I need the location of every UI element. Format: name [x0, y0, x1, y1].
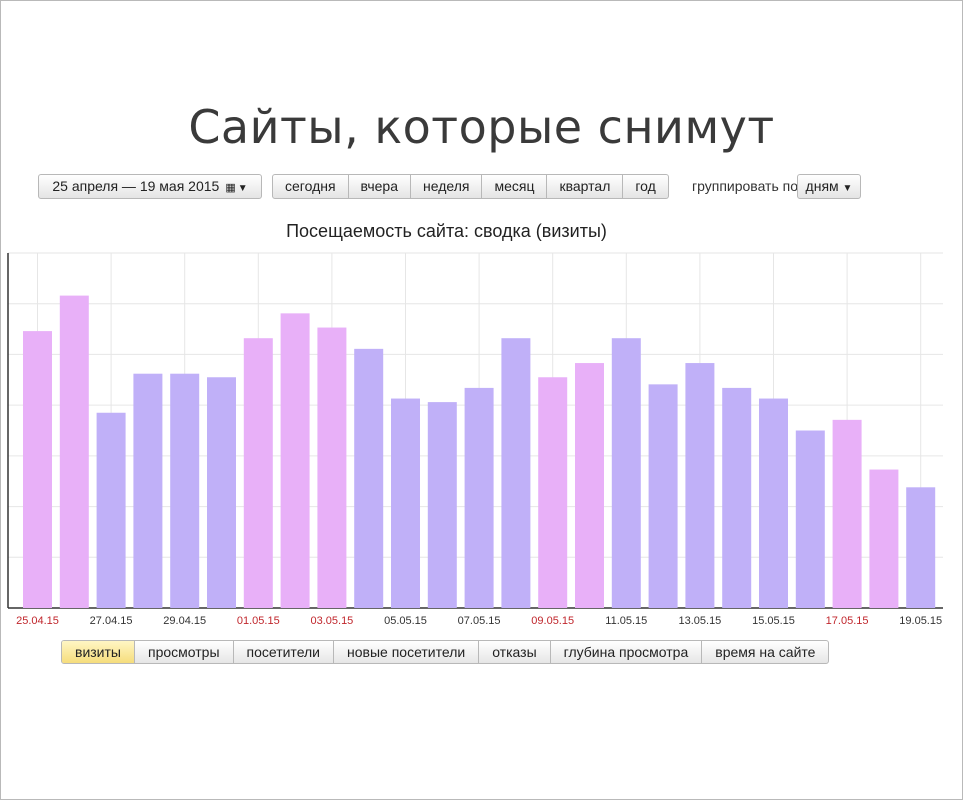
x-tick-label: 05.05.15 [384, 615, 427, 627]
bar-28.04.15[interactable] [133, 373, 163, 608]
period-selector: сегодня вчера неделя месяц квартал год [272, 174, 669, 199]
tab-time-on-site[interactable]: время на сайте [715, 644, 816, 660]
bar-01.05.15[interactable] [243, 338, 273, 608]
bar-02.05.15[interactable] [280, 313, 310, 608]
bar-18.05.15[interactable] [869, 469, 899, 608]
bar-14.05.15[interactable] [722, 387, 752, 608]
period-yesterday-button[interactable]: вчера [349, 175, 412, 198]
visits-bar-chart: 25.04.15 27.04.15 29.04.15 01.05.15 03.05.15… [7, 252, 943, 627]
calendar-icon: ▦ [225, 182, 236, 194]
x-tick-label: 01.05.15 [237, 615, 280, 627]
period-month-button[interactable]: месяц [482, 175, 548, 198]
x-tick-label: 11.05.15 [605, 615, 647, 627]
bar-25.04.15[interactable] [23, 331, 52, 608]
bar-29.04.15[interactable] [170, 373, 200, 608]
x-tick-label: 03.05.15 [310, 615, 353, 627]
x-tick-label: 27.04.15 [90, 615, 133, 627]
chart-title: Посещаемость сайта: сводка (визиты) [286, 221, 607, 241]
bar-04.05.15[interactable] [354, 348, 384, 608]
group-by-select[interactable]: дням ▼ [797, 174, 861, 199]
bar-27.04.15[interactable] [96, 412, 126, 608]
tab-visitors[interactable]: посетители [234, 641, 335, 663]
bar-07.05.15[interactable] [464, 387, 494, 608]
period-today-button[interactable]: сегодня [273, 175, 349, 198]
date-range-label: 25 апреля — 19 мая 2015 [52, 178, 220, 194]
period-week-button[interactable]: неделя [411, 175, 483, 198]
chevron-down-icon: ▼ [842, 183, 853, 194]
bar-10.05.15[interactable] [575, 363, 604, 608]
chevron-down-icon: ▼ [237, 183, 248, 194]
bar-30.04.15[interactable] [207, 377, 236, 608]
period-quarter-button[interactable]: квартал [547, 175, 624, 198]
period-year-button[interactable]: год [635, 178, 656, 194]
x-tick-label: 29.04.15 [163, 615, 206, 627]
bar-03.05.15[interactable] [317, 327, 347, 608]
x-tick-label: 09.05.15 [531, 615, 574, 627]
x-tick-label: 15.05.15 [752, 615, 795, 627]
bar-26.04.15[interactable] [59, 295, 89, 608]
bar-09.05.15[interactable] [538, 377, 568, 608]
bar-08.05.15[interactable] [501, 338, 531, 608]
tab-new-visitors[interactable]: новые посетители [334, 641, 480, 663]
x-tick-label: 25.04.15 [16, 615, 59, 627]
tab-visits[interactable]: визиты [62, 641, 135, 663]
bar-11.05.15[interactable] [611, 338, 641, 608]
bar-19.05.15[interactable] [906, 487, 936, 608]
tab-depth[interactable]: глубина просмотра [551, 641, 703, 663]
tab-bounces[interactable]: отказы [479, 641, 551, 663]
bar-13.05.15[interactable] [685, 363, 715, 608]
x-tick-label: 19.05.15 [899, 615, 942, 627]
bar-12.05.15[interactable] [648, 384, 678, 608]
x-tick-label: 07.05.15 [458, 615, 501, 627]
bar-17.05.15[interactable] [832, 419, 862, 608]
metric-tabs: визиты просмотры посетители новые посети… [61, 640, 830, 664]
tab-pageviews[interactable]: просмотры [135, 641, 234, 663]
bar-15.05.15[interactable] [759, 398, 788, 608]
bar-06.05.15[interactable] [427, 402, 457, 608]
x-tick-label: 17.05.15 [826, 615, 869, 627]
date-range-picker[interactable]: 25 апреля — 19 мая 2015 ▦ ▼ [38, 174, 262, 199]
group-by-label: группировать по [692, 178, 799, 194]
group-by-value: дням [805, 178, 839, 194]
bar-16.05.15[interactable] [795, 430, 825, 609]
bar-05.05.15[interactable] [391, 398, 420, 608]
slide-title: Сайты, которые снимут [188, 100, 775, 154]
x-tick-label: 13.05.15 [678, 615, 721, 627]
